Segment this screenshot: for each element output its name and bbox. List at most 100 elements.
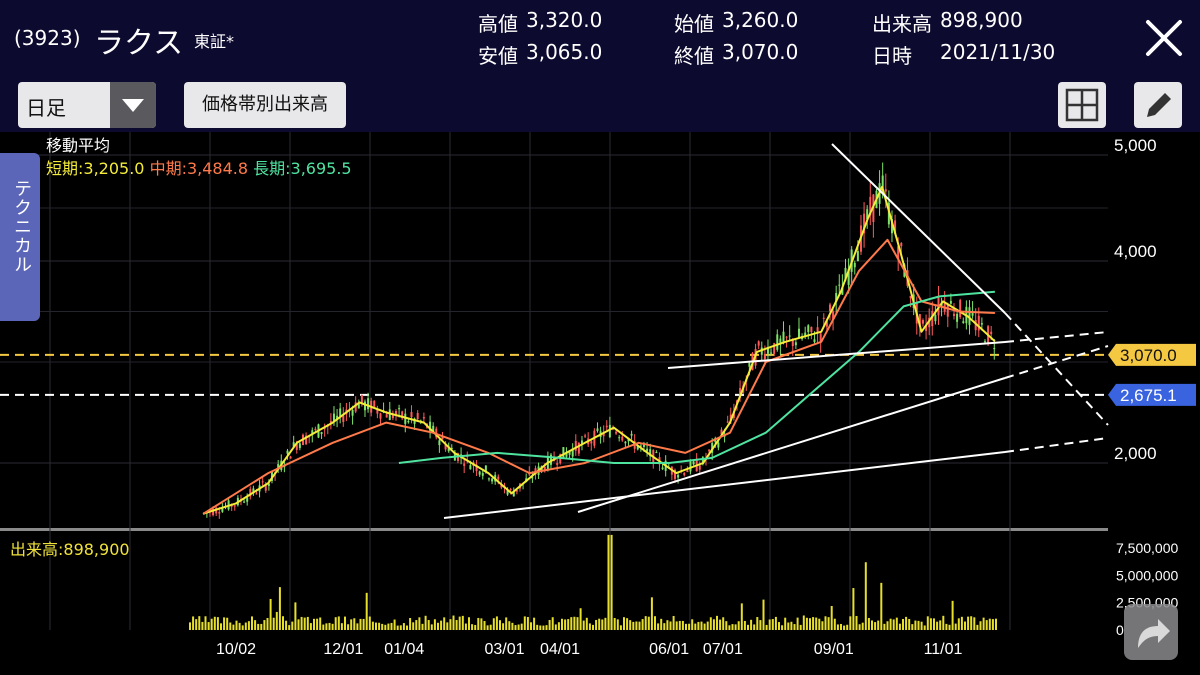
candle-body — [720, 429, 723, 435]
volume-bar — [809, 618, 811, 630]
trendline-extension — [1004, 331, 1109, 343]
candle-body — [249, 489, 252, 497]
volume-bar — [626, 618, 629, 630]
volume-bars — [189, 534, 997, 630]
price-tag-label: 2,675.1 — [1120, 386, 1177, 405]
volume-bar — [309, 623, 312, 630]
candle-body — [779, 338, 782, 345]
volume-bar — [830, 606, 833, 630]
volume-bar — [564, 619, 567, 630]
volume-bar — [381, 623, 384, 630]
candle-body — [512, 492, 515, 497]
volume-bar — [545, 625, 548, 630]
close-button[interactable] — [1142, 16, 1186, 60]
trendlines — [443, 143, 1109, 519]
candle-body — [993, 347, 996, 350]
date-axis-tick: 01/04 — [384, 641, 424, 658]
candle-body — [487, 478, 490, 480]
candle-body — [983, 341, 986, 343]
share-arrow-icon — [1138, 619, 1170, 648]
volume-bar — [418, 617, 421, 630]
period-select[interactable]: 日足 — [18, 82, 156, 128]
candle-body — [565, 451, 568, 457]
volume-bar — [461, 615, 464, 630]
volume-bar — [235, 620, 238, 630]
volume-bar — [415, 620, 418, 630]
volume-bar — [340, 623, 343, 630]
candle-body — [422, 417, 425, 419]
candle-body — [500, 484, 503, 488]
volume-bar — [247, 621, 250, 630]
volume-bar — [201, 621, 204, 630]
candle-body — [602, 431, 605, 437]
volume-bar — [542, 625, 545, 630]
candle-body — [363, 401, 366, 411]
ma-title: 移動平均 — [46, 136, 111, 155]
volume-bar — [468, 617, 470, 630]
candle-body — [506, 489, 509, 495]
candle-body — [952, 313, 955, 317]
volume-bar — [874, 622, 877, 630]
volume-bar — [799, 624, 802, 630]
volume-bar — [297, 619, 300, 630]
candle-body — [212, 508, 215, 516]
candle-body — [584, 435, 587, 437]
volume-bar — [579, 608, 582, 630]
volume-bar — [756, 617, 759, 630]
ma-short-label: 短期:3,205.0 — [46, 159, 145, 178]
ma-mid-label: 中期:3,484.8 — [149, 159, 249, 178]
trendline — [443, 451, 1006, 519]
candle-body — [261, 481, 264, 483]
volume-bar — [266, 618, 269, 630]
volume-label: 出来高 — [872, 12, 932, 36]
candle-body — [856, 250, 859, 262]
candle-body — [673, 469, 676, 479]
volume-bar — [437, 622, 439, 630]
candle-body — [838, 284, 841, 286]
candle-body — [218, 512, 221, 514]
volume-bar — [753, 624, 756, 630]
candle-body — [841, 287, 844, 295]
draw-tool-button[interactable] — [1134, 82, 1182, 128]
candle-body — [332, 413, 335, 423]
candle-body — [596, 428, 599, 431]
volume-bar — [402, 623, 405, 630]
volume-bar — [716, 615, 718, 630]
layout-grid-button[interactable] — [1058, 82, 1106, 128]
candle-body — [770, 352, 773, 354]
candle-body — [286, 450, 289, 454]
technical-tab-label: テクニカル — [11, 179, 32, 274]
share-button[interactable] — [1124, 604, 1178, 660]
volume-profile-button[interactable]: 価格帯別出来高 — [184, 82, 346, 128]
volume-bar — [638, 621, 641, 630]
volume-bar — [908, 618, 911, 630]
volume-bar — [539, 625, 542, 630]
candle-body — [863, 213, 866, 234]
volume-bar — [967, 616, 970, 630]
volume-bar — [905, 616, 908, 630]
period-dropdown-button[interactable] — [110, 82, 156, 128]
volume-bar — [743, 620, 746, 630]
volume-bar — [964, 621, 966, 630]
volume-axis-tick: 7,500,000 — [1116, 540, 1178, 556]
candle-body — [816, 327, 819, 333]
candle-body — [925, 324, 928, 331]
candle-body — [305, 435, 308, 445]
volume-bar — [427, 620, 430, 630]
volume-bar — [840, 623, 842, 630]
volume-bar — [492, 618, 495, 630]
date-axis-tick: 10/02 — [216, 641, 256, 658]
volume-bar — [272, 617, 275, 630]
candle-body — [897, 246, 900, 259]
volume-bar — [502, 623, 505, 630]
candle-body — [549, 454, 552, 465]
technical-tab[interactable]: テクニカル — [0, 153, 40, 321]
candle-body — [959, 300, 962, 318]
volume-axis-tick: 0 — [1116, 622, 1124, 638]
volume-value: 898,900 — [940, 8, 1023, 32]
volume-bar — [883, 623, 886, 630]
candle-body — [729, 414, 732, 421]
candle-body — [813, 339, 816, 343]
volume-bar — [833, 618, 836, 630]
